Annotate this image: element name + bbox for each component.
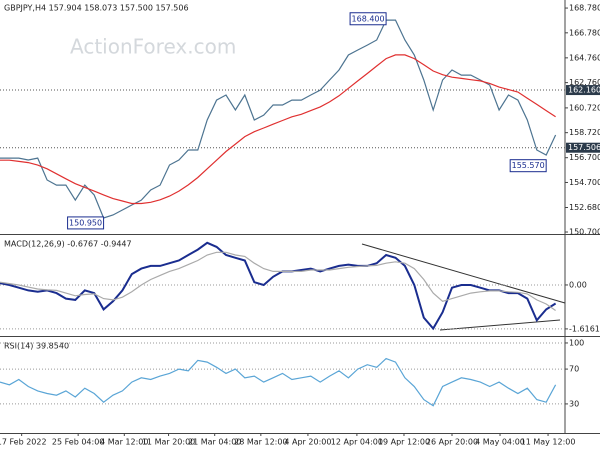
y-tick-label: 154.700 [569, 178, 600, 187]
annotation-box [349, 12, 387, 26]
level-label: 162.160 [568, 86, 600, 95]
y-tick-label: 162.760 [569, 78, 600, 87]
x-tick-label: 17 Feb 2022 [0, 438, 47, 447]
watermark: ActionForex.com [70, 35, 236, 59]
trend-line [361, 243, 566, 304]
panel-title: MACD(12,26,9) -0.6767 -0.9447 [4, 240, 132, 249]
x-tick-label: 12 Apr 04:00 [331, 438, 383, 447]
x-tick-label: 4 May 04:00 [475, 438, 525, 447]
level-label: 157.506 [568, 143, 600, 152]
series-line [0, 241, 557, 331]
y-tick-label: -1.6161 [569, 324, 600, 333]
y-tick-label: 152.680 [569, 203, 600, 212]
y-tick-label: 100 [569, 338, 584, 347]
y-tick-label: 164.760 [569, 53, 600, 62]
y-tick-label: 156.700 [569, 153, 600, 162]
x-tick-label: 11 Mar 20:00 [142, 438, 195, 447]
annotation-box [509, 159, 547, 173]
x-tick-label: 19 Apr 12:00 [378, 438, 430, 447]
series-line [0, 19, 557, 219]
y-tick-label: 30 [569, 399, 579, 408]
annotation-label: 168.400 [352, 14, 385, 23]
annotation-label: 150.950 [69, 218, 102, 227]
panel-title: RSI(14) 39.8540 [4, 342, 69, 351]
series-line [0, 54, 556, 205]
x-tick-label: 25 Feb 04:00 [52, 438, 104, 447]
y-tick-label: 70 [569, 365, 579, 374]
x-tick-label: 21 Mar 04:00 [188, 438, 241, 447]
x-tick-label: 4 Apr 20:00 [284, 438, 331, 447]
y-tick-label: 168.780 [569, 4, 600, 13]
y-tick-label: 150.700 [569, 228, 600, 237]
y-tick-label: 160.720 [569, 103, 600, 112]
x-tick-label: 11 May 12:00 [521, 438, 576, 447]
x-tick-label: 28 Mar 12:00 [234, 438, 287, 447]
panel-title: GBPJPY,H4 157.904 158.073 157.500 157.50… [4, 4, 189, 13]
y-tick-label: 166.780 [569, 28, 600, 37]
annotation-label: 155.570 [512, 161, 545, 170]
x-tick-label: 26 Apr 20:00 [426, 438, 478, 447]
y-tick-label: 0.00 [569, 280, 587, 289]
trend-line [439, 319, 561, 331]
series-line [0, 251, 556, 311]
annotation-box [67, 216, 105, 230]
level-box [566, 142, 600, 153]
x-tick-label: 4 Mar 12:00 [100, 438, 148, 447]
level-box [566, 85, 600, 96]
y-tick-label: 158.720 [569, 128, 600, 137]
series-line [0, 357, 557, 407]
